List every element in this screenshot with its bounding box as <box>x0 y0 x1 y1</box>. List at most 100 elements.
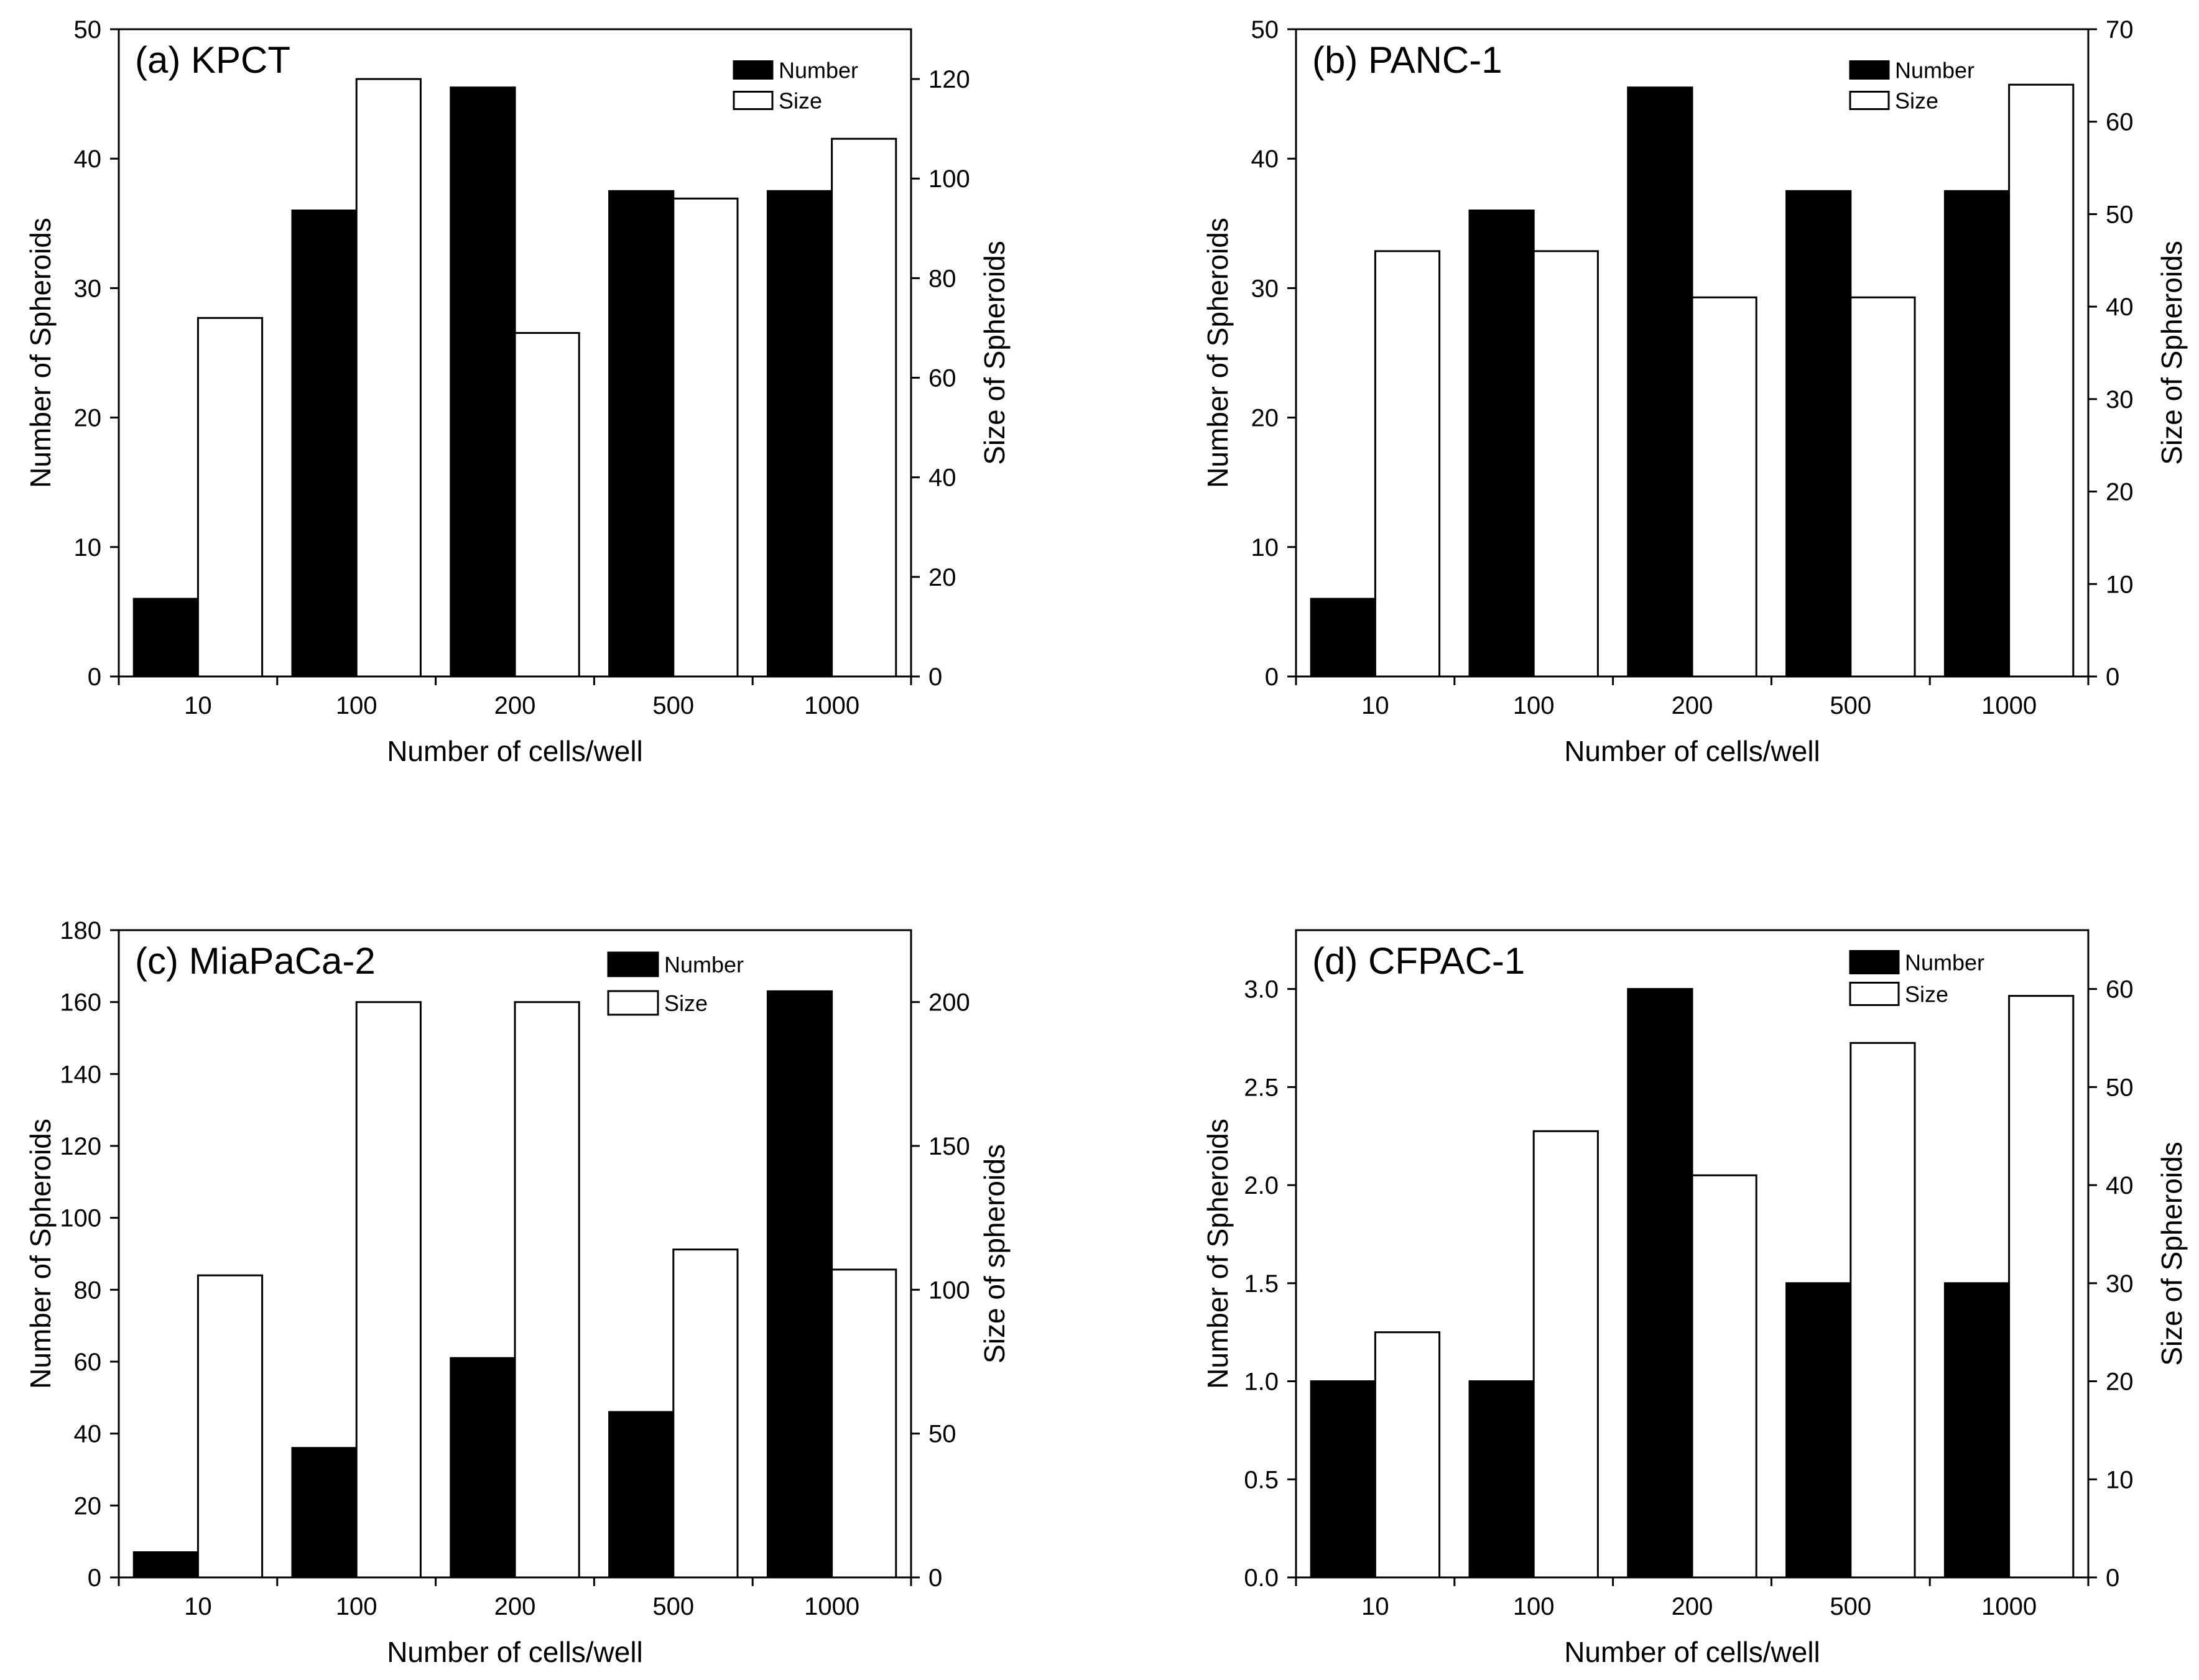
y2-tick-label-a-100: 100 <box>928 165 970 193</box>
y2-tick-label-d-30: 30 <box>2106 1270 2134 1298</box>
bar-a-size-1000 <box>831 137 897 678</box>
bar-d-number-500 <box>1785 1282 1852 1579</box>
legend-swatch-d-size <box>1849 982 1900 1006</box>
x-axis-title-c: Number of cells/well <box>387 1636 643 1668</box>
y-tick-label-c-140: 140 <box>60 1061 101 1088</box>
x-tick-label-c-500: 500 <box>652 1593 694 1620</box>
legend-a: Number Size <box>733 58 858 114</box>
y2-tick-label-b-0: 0 <box>2106 663 2119 691</box>
y2-tick-label-c-150: 150 <box>928 1133 970 1160</box>
legend-c: Number Size <box>607 951 744 1016</box>
legend-swatch-a-size <box>733 91 774 110</box>
bar-c-number-200 <box>450 1357 516 1579</box>
chart-panel-d: 10 100 200 500 1000 0.0 0.5 1.0 1.5 2.0 2.5 3.0 0 10 2… <box>1201 929 2188 1668</box>
legend-swatch-d-number <box>1849 950 1900 974</box>
bar-d-number-100 <box>1468 1380 1535 1579</box>
y2-tick-label-b-20: 20 <box>2106 479 2134 506</box>
y-tick-label-d-2.5: 2.5 <box>1244 1074 1279 1101</box>
y2-tick-label-d-60: 60 <box>2106 976 2134 1004</box>
y-tick-label-a-40: 40 <box>74 145 102 173</box>
y-tick-label-b-30: 30 <box>1251 275 1279 302</box>
y-tick-label-b-40: 40 <box>1251 145 1279 173</box>
legend-label-c-number: Number <box>664 952 744 977</box>
legend-swatch-b-number <box>1849 60 1890 80</box>
bar-d-number-10 <box>1310 1380 1376 1579</box>
bar-b-size-100 <box>1532 250 1599 678</box>
y2-tick-label-a-40: 40 <box>928 464 956 492</box>
plot-frame-a <box>118 28 912 678</box>
y-tick-label-c-20: 20 <box>74 1492 102 1520</box>
y-tick-label-c-80: 80 <box>74 1276 102 1304</box>
bar-b-number-100 <box>1468 210 1535 678</box>
y2-axis-title-a: Size of Spheroids <box>978 241 1011 465</box>
chart-panel-b: 10 100 200 500 10000102030405001020304050607… <box>1201 16 2188 767</box>
legend-d: Number Size <box>1849 950 1984 1007</box>
y-tick-label-b-50: 50 <box>1251 16 1279 44</box>
x-tick-label-d-10: 10 <box>1361 1593 1389 1620</box>
bar-b-number-10 <box>1310 598 1376 678</box>
y-tick-label-c-0: 0 <box>88 1564 101 1592</box>
bar-b-size-500 <box>1849 296 1916 678</box>
y2-tick-label-a-0: 0 <box>928 663 942 691</box>
bar-b-number-1000 <box>1943 190 2011 678</box>
legend-swatch-c-number <box>607 951 659 977</box>
legend-label-a-number: Number <box>779 58 858 83</box>
bar-b-number-500 <box>1785 190 1852 678</box>
x-axis-title-d: Number of cells/well <box>1564 1636 1820 1668</box>
y2-tick-label-b-30: 30 <box>2106 386 2134 413</box>
chart-panel-a: 10 100 200 500 10000102030405002040608010012… <box>24 16 1011 767</box>
x-tick-label-b-1000: 1000 <box>1981 692 2037 719</box>
y-tick-label-a-50: 50 <box>74 16 102 44</box>
y-tick-label-d-0.5: 0.5 <box>1244 1466 1279 1493</box>
y-tick-label-d-2: 2.0 <box>1244 1172 1279 1199</box>
y2-tick-label-c-100: 100 <box>928 1276 970 1304</box>
y2-tick-label-b-70: 70 <box>2106 16 2134 44</box>
panel-title-d: (d) CFPAC-1 <box>1312 940 1525 982</box>
bar-c-number-100 <box>291 1447 358 1579</box>
legend-label-d-size: Size <box>1905 982 1948 1007</box>
y-axis-title-d: Number of Spheroids <box>1201 1119 1234 1389</box>
bar-a-size-100 <box>355 78 422 678</box>
x-tick-label-c-1000: 1000 <box>804 1593 859 1620</box>
y-axis-title-a: Number of Spheroids <box>24 218 57 488</box>
y2-tick-label-d-50: 50 <box>2106 1074 2134 1101</box>
plot-frame-c <box>118 929 912 1579</box>
x-tick-label-d-1000: 1000 <box>1981 1593 2037 1620</box>
y-tick-label-c-40: 40 <box>74 1421 102 1448</box>
legend-label-b-size: Size <box>1895 88 1938 114</box>
bar-a-number-100 <box>291 210 358 678</box>
y-tick-label-c-60: 60 <box>74 1349 102 1376</box>
x-tick-label-a-500: 500 <box>652 692 694 719</box>
bar-a-number-200 <box>450 86 516 678</box>
bar-c-number-500 <box>608 1411 675 1579</box>
y-tick-label-d-0: 0.0 <box>1244 1564 1279 1592</box>
bar-a-size-200 <box>514 332 580 678</box>
x-tick-label-a-100: 100 <box>336 692 377 719</box>
legend-swatch-b-size <box>1849 91 1890 110</box>
bar-d-size-1000 <box>2008 995 2075 1579</box>
x-tick-label-c-200: 200 <box>494 1593 536 1620</box>
plot-frame-d <box>1295 929 2090 1579</box>
y-tick-label-c-180: 180 <box>60 917 101 944</box>
y-tick-label-d-1.5: 1.5 <box>1244 1270 1279 1298</box>
legend-label-d-number: Number <box>1905 950 1984 976</box>
y2-axis-title-c: Size of spheroids <box>978 1144 1011 1364</box>
y2-axis-title-d: Size of Spheroids <box>2155 1142 2188 1366</box>
legend-label-b-number: Number <box>1895 58 1974 83</box>
y-tick-label-b-10: 10 <box>1251 534 1279 561</box>
legend-label-c-size: Size <box>664 990 708 1016</box>
y-tick-label-c-100: 100 <box>60 1205 101 1232</box>
y-axis-title-b: Number of Spheroids <box>1201 218 1234 488</box>
x-tick-label-b-500: 500 <box>1830 692 1871 719</box>
x-tick-label-b-100: 100 <box>1513 692 1555 719</box>
x-tick-label-a-10: 10 <box>184 692 212 719</box>
y2-tick-label-a-120: 120 <box>928 66 970 93</box>
bar-b-size-1000 <box>2008 83 2075 678</box>
x-axis-title-a: Number of cells/well <box>387 735 643 767</box>
y2-tick-label-d-0: 0 <box>2106 1564 2119 1592</box>
y2-tick-label-d-10: 10 <box>2106 1466 2134 1493</box>
bar-d-size-100 <box>1532 1130 1599 1579</box>
y2-tick-label-c-200: 200 <box>928 989 970 1017</box>
